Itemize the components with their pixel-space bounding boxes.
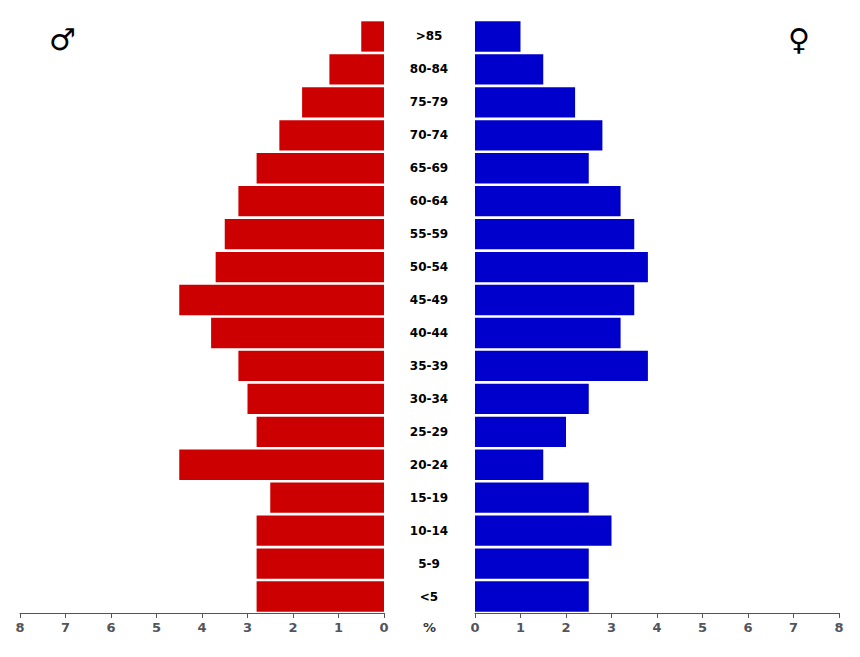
svg-text:8: 8 [15, 620, 24, 635]
svg-text:3: 3 [243, 620, 252, 635]
svg-text:65-69: 65-69 [410, 161, 448, 175]
svg-text:7: 7 [789, 620, 798, 635]
svg-text:5: 5 [698, 620, 707, 635]
svg-text:2: 2 [561, 620, 570, 635]
svg-text:2: 2 [288, 620, 297, 635]
svg-text:5: 5 [152, 620, 161, 635]
svg-text:4: 4 [652, 620, 661, 635]
svg-text:0: 0 [379, 620, 388, 635]
svg-text:6: 6 [743, 620, 752, 635]
svg-text:%: % [423, 620, 436, 635]
svg-text:0: 0 [470, 620, 479, 635]
svg-text:<5: <5 [420, 590, 438, 604]
svg-text:20-24: 20-24 [410, 458, 448, 472]
svg-text:7: 7 [61, 620, 70, 635]
svg-text:1: 1 [516, 620, 525, 635]
svg-text:40-44: 40-44 [410, 326, 448, 340]
svg-text:35-39: 35-39 [410, 359, 448, 373]
svg-text:55-59: 55-59 [410, 227, 448, 241]
svg-text:25-29: 25-29 [410, 425, 448, 439]
svg-text:3: 3 [607, 620, 616, 635]
svg-text:6: 6 [106, 620, 115, 635]
svg-text:75-79: 75-79 [410, 95, 448, 109]
svg-text:70-74: 70-74 [410, 128, 448, 142]
svg-text:80-84: 80-84 [410, 62, 448, 76]
svg-text:15-19: 15-19 [410, 491, 448, 505]
svg-text:60-64: 60-64 [410, 194, 448, 208]
svg-text:1: 1 [334, 620, 343, 635]
svg-text:50-54: 50-54 [410, 260, 448, 274]
svg-text:♀: ♀ [788, 22, 810, 57]
svg-text:♂: ♂ [49, 22, 76, 57]
svg-text:10-14: 10-14 [410, 524, 448, 538]
svg-text:8: 8 [834, 620, 843, 635]
svg-text:30-34: 30-34 [410, 392, 448, 406]
svg-text:>85: >85 [416, 29, 443, 43]
svg-text:5-9: 5-9 [418, 557, 440, 571]
svg-text:4: 4 [197, 620, 206, 635]
svg-text:45-49: 45-49 [410, 293, 448, 307]
